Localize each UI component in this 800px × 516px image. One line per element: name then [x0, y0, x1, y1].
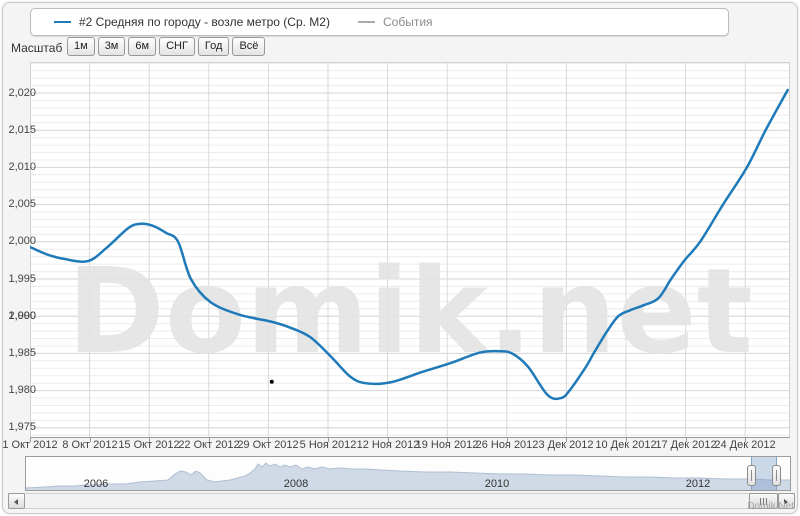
- x-axis-label: 24 Дек 2012: [714, 439, 776, 451]
- events-series-line-icon: [358, 21, 375, 23]
- x-axis-label: 1 Окт 2012: [2, 439, 58, 451]
- zoom-button-Год[interactable]: Год: [197, 37, 230, 56]
- legend-events-label: События: [383, 15, 433, 29]
- svg-text:Domik.net: Domik.net: [67, 242, 753, 380]
- x-axis-label: 17 Дек 2012: [655, 439, 717, 451]
- thumb-grip-icon: [760, 498, 767, 505]
- legend: #2 Средняя по городу - возле метро (Ср. …: [30, 8, 729, 36]
- zoom-button-Всё[interactable]: Всё: [232, 37, 266, 56]
- x-axis-tick: [388, 438, 389, 442]
- y-axis-label: 1,980: [8, 384, 36, 396]
- navigator-chart[interactable]: [25, 456, 791, 491]
- scrollbar-track[interactable]: [8, 493, 795, 509]
- x-axis-tick: [507, 438, 508, 442]
- legend-item-main-series[interactable]: #2 Средняя по городу - возле метро (Ср. …: [54, 9, 330, 35]
- navigator-right-handle[interactable]: [772, 465, 781, 486]
- x-axis-tick: [209, 438, 210, 442]
- navigator-year-label: 2010: [484, 478, 510, 490]
- x-axis-tick: [686, 438, 687, 442]
- y-axis-label: 1,990: [8, 310, 36, 322]
- scrollbar-left-button[interactable]: [8, 493, 25, 509]
- y-axis-label: 2,010: [8, 161, 36, 173]
- scale-label: Масштаб: [11, 41, 63, 55]
- x-axis-label: 3 Дек 2012: [538, 439, 594, 451]
- y-axis-label: 1,985: [8, 347, 36, 359]
- navigator-year-label: 2008: [283, 478, 309, 490]
- legend-main-label: #2 Средняя по городу - возле метро (Ср. …: [79, 15, 330, 29]
- navigator-year-label: 2006: [83, 478, 109, 490]
- scrollbar-thumb[interactable]: [749, 493, 778, 509]
- main-series-line-icon: [54, 21, 71, 23]
- navigator-year-label: 2012: [685, 478, 711, 490]
- y-axis-label: 2,005: [8, 198, 36, 210]
- x-axis-tick: [328, 438, 329, 442]
- zoom-button-1м[interactable]: 1м: [67, 37, 95, 56]
- x-axis-tick: [268, 438, 269, 442]
- x-axis-tick: [447, 438, 448, 442]
- x-axis-label: 19 Ноя 2012: [415, 439, 479, 451]
- x-axis-label: 26 Ноя 2012: [475, 439, 539, 451]
- x-axis-label: 12 Ноя 2012: [356, 439, 420, 451]
- y-axis-label: 1,975: [8, 421, 36, 433]
- navigator-left-handle[interactable]: [747, 465, 756, 486]
- x-axis-label: 22 Окт 2012: [178, 439, 240, 451]
- x-axis-tick: [90, 438, 91, 442]
- main-chart: Domik.net: [30, 62, 790, 438]
- watermark-credit: Domik.Net: [747, 501, 794, 512]
- x-axis-label: 15 Окт 2012: [118, 439, 180, 451]
- zoom-button-3м[interactable]: 3м: [97, 37, 126, 56]
- y-axis-label: 2,000: [8, 310, 36, 322]
- zoom-button-6м[interactable]: 6м: [128, 37, 157, 56]
- right-arrow-icon: [784, 499, 788, 505]
- x-axis-label: 8 Окт 2012: [62, 439, 118, 451]
- zoom-button-СНГ[interactable]: СНГ: [159, 37, 195, 56]
- x-axis-label: 5 Ноя 2012: [299, 439, 357, 451]
- scrollbar-right-button[interactable]: [778, 493, 795, 509]
- x-axis-tick: [745, 438, 746, 442]
- legend-item-events-series[interactable]: События: [358, 9, 433, 35]
- left-arrow-icon: [14, 499, 18, 505]
- x-axis-label: 10 Дек 2012: [595, 439, 657, 451]
- y-axis-label: 2,000: [8, 235, 36, 247]
- x-axis-label: 29 Окт 2012: [237, 439, 299, 451]
- zoom-range-buttons: 1м 3м 6м СНГ Год Всё: [67, 37, 268, 56]
- x-axis-tick: [30, 438, 31, 442]
- y-axis-label: 1,995: [8, 273, 36, 285]
- y-axis-label: 2,020: [8, 87, 36, 99]
- y-axis-label: 2,015: [8, 124, 36, 136]
- x-axis-tick: [566, 438, 567, 442]
- x-axis-tick: [149, 438, 150, 442]
- x-axis-tick: [626, 438, 627, 442]
